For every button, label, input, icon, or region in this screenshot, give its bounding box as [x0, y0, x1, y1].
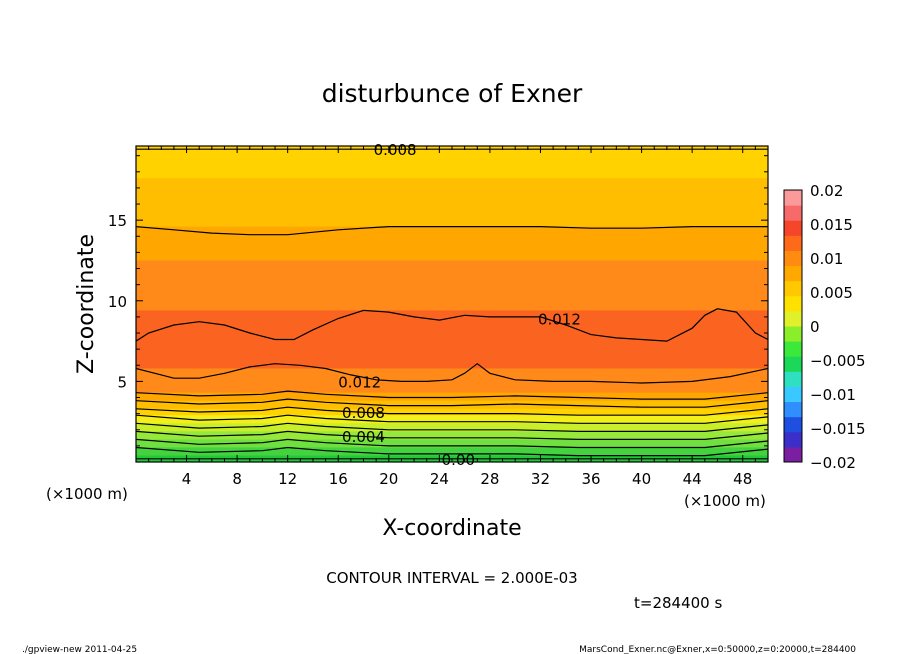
contour-line [136, 438, 768, 449]
y-tick-label: 15 [108, 212, 127, 230]
contour-line [136, 406, 768, 416]
colorbar-swatch [784, 386, 802, 403]
footer-right-text: MarsCond_Exner.nc@Exner,x=0:50000,z=0:20… [579, 645, 856, 654]
contour-label: 0.008 [342, 404, 385, 422]
colorbar-label: 0.02 [810, 182, 843, 200]
colorbar-swatch [784, 265, 802, 282]
colorbar-swatch [784, 220, 802, 236]
contour-line [136, 362, 768, 384]
x-tick-label: 8 [232, 470, 242, 488]
colorbar-swatch [784, 280, 802, 297]
x-tick-label: 32 [531, 470, 550, 488]
y-tick-label: 10 [108, 293, 127, 311]
colorbar-label: 0 [810, 318, 820, 336]
colorbar-label: −0.005 [810, 352, 866, 370]
x-unit-label: (×1000 m) [46, 485, 128, 503]
contour-line [136, 226, 768, 236]
x-tick-label: 36 [581, 470, 600, 488]
contour-line [136, 308, 768, 342]
contour-label: 0.00 [442, 451, 475, 469]
x-axis-ticks: 4 8 12 16 20 24 28 32 36 40 44 48 [135, 146, 769, 488]
colorbar-swatch [784, 356, 802, 372]
colorbar-swatch [784, 326, 802, 342]
x-tick-label: 48 [733, 470, 752, 488]
colorbar-swatch [784, 446, 802, 463]
colorbar-swatch [784, 401, 802, 418]
colorbar-swatch [784, 416, 802, 433]
colorbar-swatch [784, 250, 802, 267]
colorbar-swatch [784, 295, 802, 312]
x-tick-label: 44 [683, 470, 702, 488]
colorbar-label: −0.015 [810, 420, 866, 438]
x-tick-label: 20 [379, 470, 398, 488]
colorbar-label: 0.015 [810, 216, 853, 234]
colorbar-swatch [784, 341, 802, 357]
colorbar-swatch [784, 310, 802, 327]
footer-left-text: ./gpview-new 2011-04-25 [22, 645, 137, 654]
x-tick-label: 28 [480, 470, 499, 488]
x-tick-label: 16 [329, 470, 348, 488]
x-axis-label: X-coordinate [382, 516, 521, 541]
contour-label: 0.012 [538, 311, 581, 329]
colorbar-swatch [784, 205, 802, 221]
contour-line [136, 398, 768, 408]
colorbar-label: 0.005 [810, 284, 853, 302]
colorbar-label: −0.01 [810, 386, 856, 404]
x-tick-label: 12 [278, 470, 297, 488]
colorbar-label: −0.02 [810, 454, 856, 472]
contour-line [136, 430, 768, 440]
colorbar-swatch [784, 190, 802, 206]
y-unit-label: (×1000 m) [684, 492, 766, 510]
contour-line [136, 390, 768, 400]
contour-label: 0.004 [342, 428, 385, 446]
x-tick-label: 40 [632, 470, 651, 488]
y-axis-ticks: 5 10 15 [108, 155, 768, 463]
contour-line [136, 446, 768, 457]
colorbar: 0.02 0.015 0.01 0.005 0 −0.005 −0.01 −0.015 −0.0… [783, 182, 866, 472]
x-tick-label: 4 [182, 470, 192, 488]
colorbar-swatch [784, 235, 802, 251]
x-tick-label: 24 [430, 470, 449, 488]
colorbar-frame [783, 189, 803, 463]
contour-interval-text: CONTOUR INTERVAL = 2.000E-03 [326, 569, 577, 587]
colorbar-swatch [784, 431, 802, 448]
y-tick-label: 5 [117, 373, 127, 391]
contour-line [136, 422, 768, 432]
y-axis-label: Z-coordinate [74, 234, 99, 374]
time-text: t=284400 s [634, 594, 722, 612]
colorbar-label: 0.01 [810, 250, 843, 268]
contour-label: 0.008 [374, 141, 417, 159]
chart-title: disturbunce of Exner [322, 79, 583, 108]
contour-line [136, 414, 768, 424]
colorbar-swatch [784, 371, 802, 387]
contour-label: 0.012 [338, 373, 381, 391]
